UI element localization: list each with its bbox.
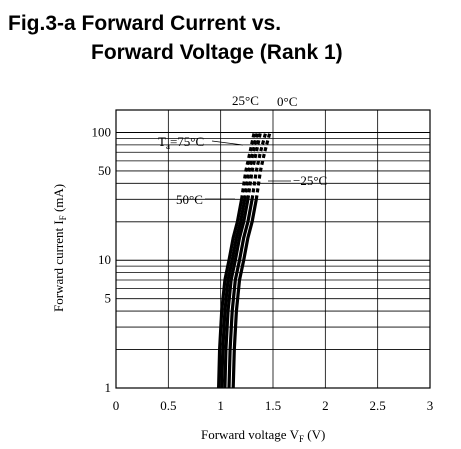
annotation-minus25c: −25°C <box>293 173 327 188</box>
series-line-25c <box>223 199 250 389</box>
series-line-dashed-ta75c <box>240 132 256 200</box>
x-tick-label: 1.5 <box>265 398 281 413</box>
figure-title-line2: Forward Voltage (Rank 1) <box>91 41 343 64</box>
x-tick-label: 0.5 <box>160 398 176 413</box>
y-tick-label: 100 <box>92 124 112 139</box>
x-tick-label: 1 <box>217 398 224 413</box>
figure-title-line1: Fig.3-a Forward Current vs. <box>8 12 281 35</box>
grid <box>116 110 430 388</box>
y-tick-label: 5 <box>105 291 112 306</box>
series-line-0c <box>227 199 254 389</box>
x-tick-label: 3 <box>427 398 434 413</box>
y-label-unit: (mA) <box>51 184 66 215</box>
annotation-25c: 25°C <box>232 93 259 108</box>
y-tick-labels: 1 5 10 50 100 <box>92 124 112 395</box>
series-line-dashed-25c <box>254 132 272 200</box>
series-line-dashed-25c <box>246 132 262 200</box>
y-tick-label: 10 <box>98 252 111 267</box>
leader-75c <box>211 140 244 146</box>
plot-frame <box>115 109 431 389</box>
annotation-0c: 0°C <box>277 94 297 109</box>
series-line-ta75c <box>217 199 244 389</box>
y-label-main: Forward current I <box>51 220 66 312</box>
series-line-25c <box>231 199 258 389</box>
x-axis-label: Forward voltage VF (V) <box>201 427 325 444</box>
ta-symbol: T <box>158 134 166 149</box>
x-tick-label: 2.5 <box>370 398 386 413</box>
x-label-unit: (V) <box>304 427 325 442</box>
x-tick-label: 2 <box>322 398 329 413</box>
series-curves <box>217 132 272 389</box>
series-line-dashed-50c <box>243 132 259 200</box>
ta-value: =75°C <box>170 134 204 149</box>
x-label-sub: F <box>299 434 304 444</box>
y-axis-label: Forward current IF (mA) <box>51 184 68 312</box>
x-tick-label: 0 <box>113 398 120 413</box>
y-label-sub: F <box>58 215 68 220</box>
annotation-50c: 50°C <box>176 192 203 207</box>
x-label-main: Forward voltage V <box>201 427 300 442</box>
annotation-ta-75c: Ta=75°C <box>158 134 204 151</box>
series-line-50c <box>220 199 247 389</box>
y-tick-label: 1 <box>105 380 112 395</box>
y-tick-label: 50 <box>98 163 111 178</box>
x-tick-labels: 0 0.5 1 1.5 2 2.5 3 <box>113 398 434 413</box>
series-line-dashed-0c <box>250 132 268 200</box>
ta-subscript: a <box>166 141 170 151</box>
